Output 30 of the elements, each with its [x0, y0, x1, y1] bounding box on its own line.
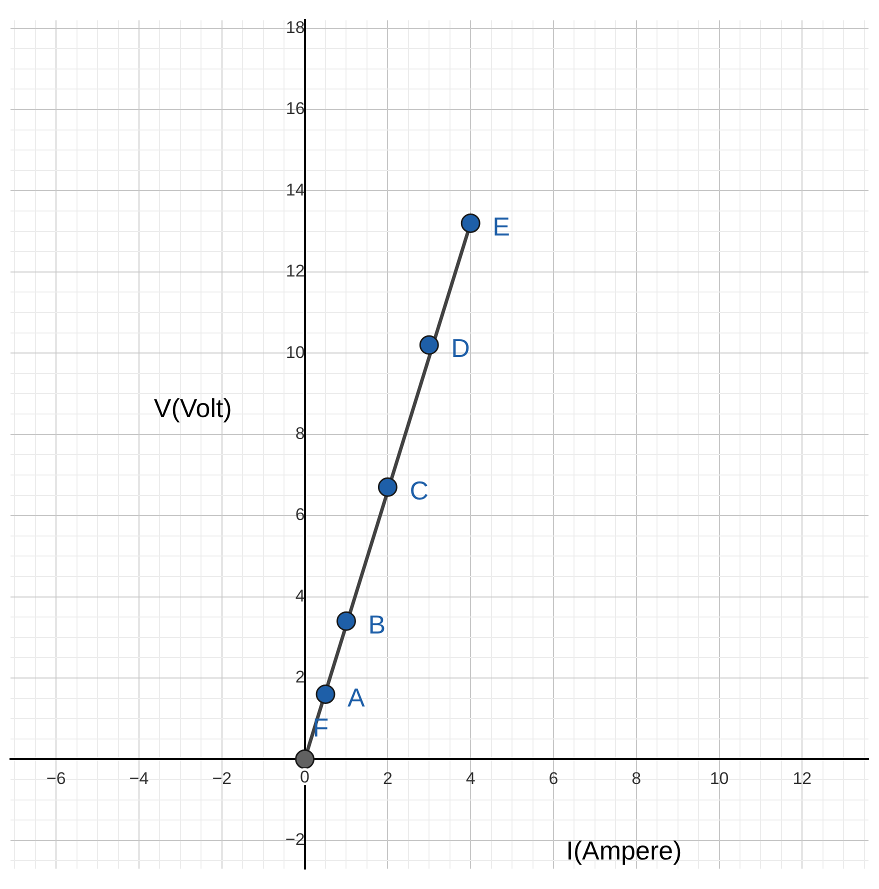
annotation: B	[368, 609, 386, 640]
annotation: E	[492, 211, 510, 242]
x-tick-label: 12	[792, 769, 812, 788]
y-tick-label: 18	[286, 18, 305, 38]
x-tick-label: 10	[710, 769, 729, 788]
annotation: F	[312, 712, 329, 742]
point	[316, 684, 336, 704]
y-tick-label: 16	[286, 99, 305, 118]
x-tick-label: −2	[212, 769, 232, 788]
point	[419, 335, 439, 355]
x-tick-label: 2	[382, 769, 392, 788]
annotation: C	[410, 475, 428, 506]
y-tick-label: −2	[285, 830, 305, 850]
y-tick-label: 12	[286, 262, 305, 281]
annotation: A	[348, 682, 366, 712]
y-tick-label: 6	[295, 505, 305, 524]
annotation: D	[451, 333, 470, 364]
x-tick-label: 8	[632, 769, 642, 788]
x-tick-label: 4	[466, 769, 476, 788]
x-axis-title: I(Ampere)	[566, 836, 682, 866]
x-tick-label: −6	[46, 769, 66, 788]
x-tick-label: −4	[129, 769, 149, 788]
point	[378, 477, 398, 497]
point	[295, 749, 315, 769]
y-tick-label: 2	[295, 668, 305, 687]
x-tick-label: 6	[548, 769, 558, 788]
point	[460, 213, 480, 233]
y-axis-title: V(Volt)	[154, 393, 232, 424]
point	[336, 611, 356, 631]
y-tick-label: 8	[295, 424, 305, 444]
